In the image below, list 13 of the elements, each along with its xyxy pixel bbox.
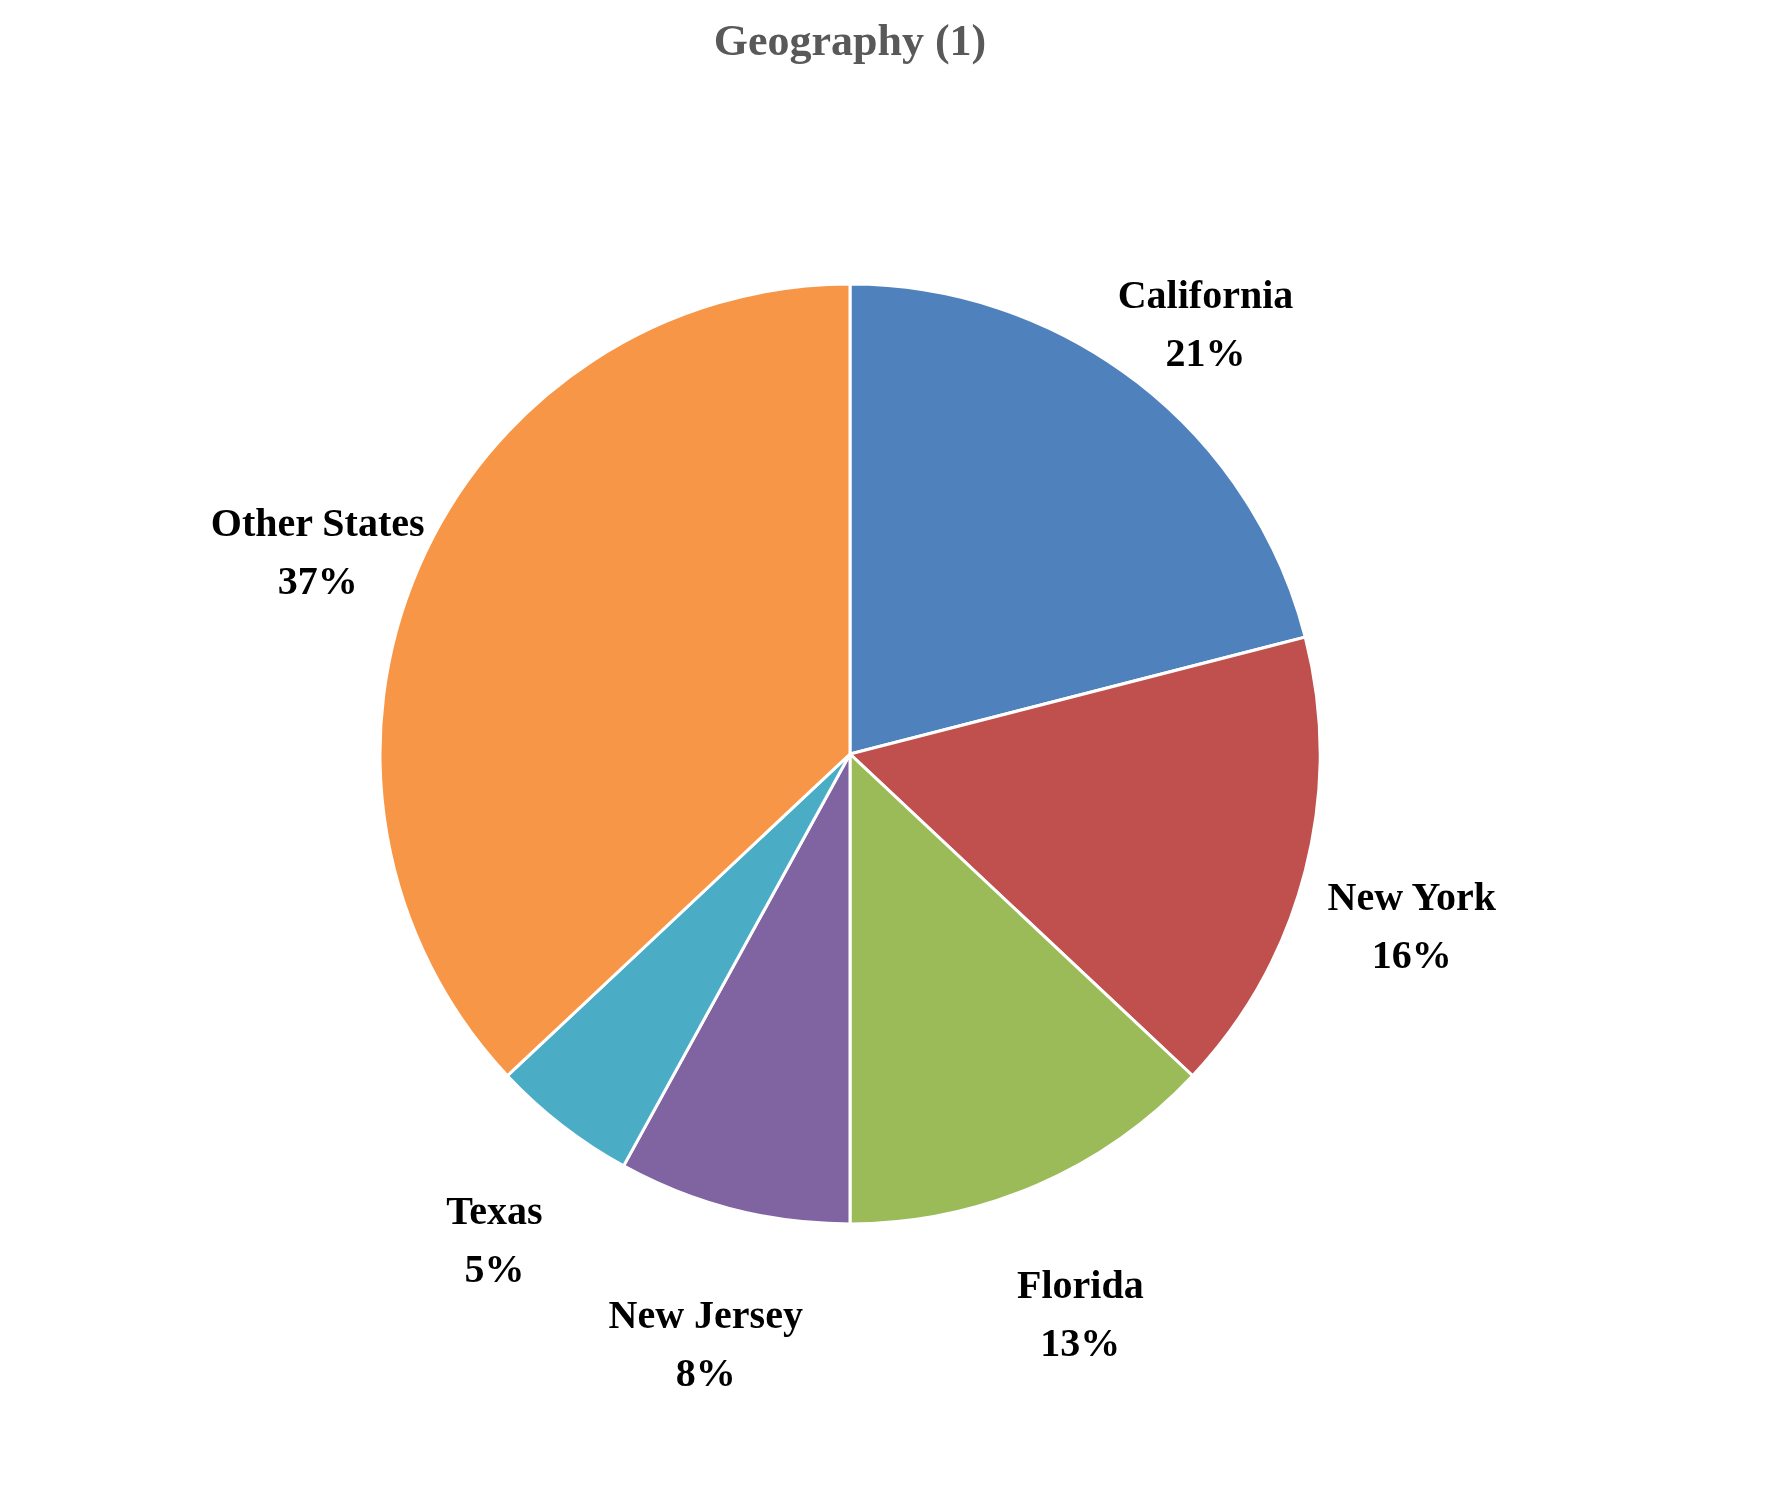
data-label: 5% [464, 1246, 525, 1292]
data-label: 37% [277, 557, 358, 603]
chart-title: Geography (1) [713, 16, 987, 65]
data-label: 13% [1040, 1320, 1121, 1366]
slice-label: Florida [1017, 1262, 1144, 1308]
slice-label: California [1117, 271, 1294, 317]
slice-label: New York [1327, 874, 1497, 920]
slice-label: New Jersey [608, 1291, 803, 1337]
slice-label: Texas [446, 1188, 543, 1234]
data-label: 16% [1371, 932, 1452, 978]
data-label: 21% [1165, 329, 1246, 375]
slice-label: Other States [210, 499, 425, 545]
data-label: 8% [675, 1349, 736, 1395]
